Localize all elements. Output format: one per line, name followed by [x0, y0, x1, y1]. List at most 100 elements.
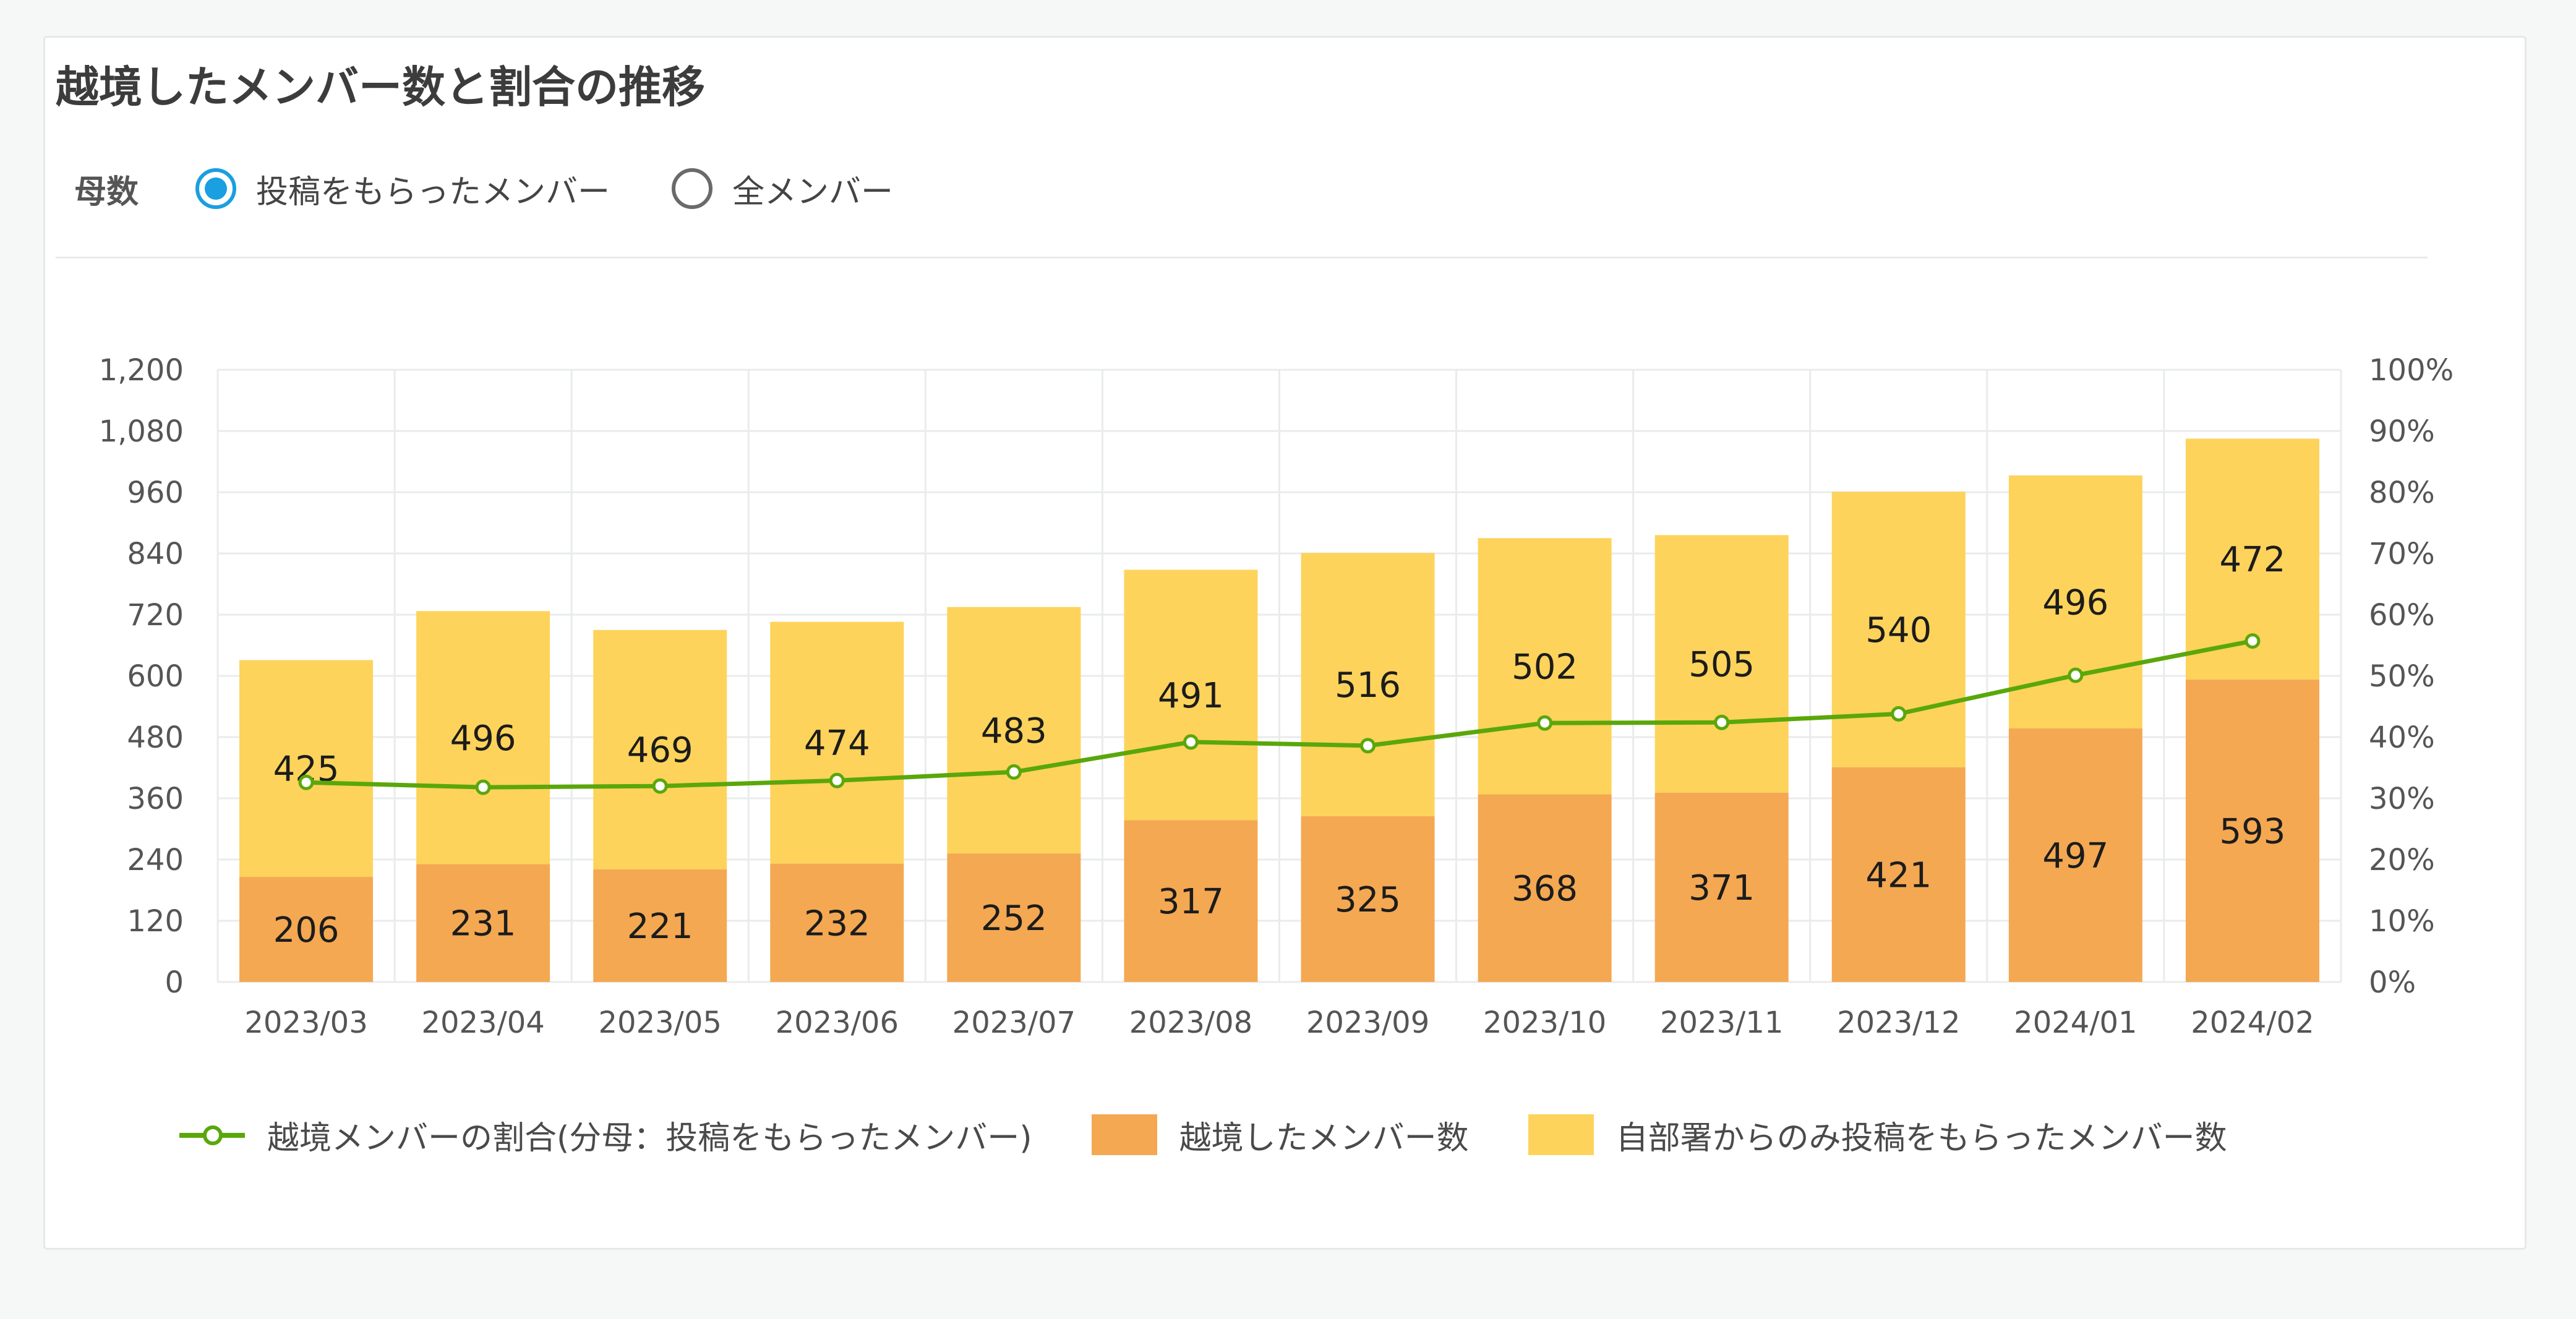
- x-tick-label: 2023/10: [1483, 1005, 1606, 1040]
- data-label-crossing: 593: [2220, 811, 2286, 852]
- ratio-point: [652, 778, 668, 794]
- data-label-own-dept: 540: [1865, 610, 1932, 651]
- bar-segment-own-dept: [239, 660, 374, 877]
- bar-segment-crossing: [1831, 767, 1966, 982]
- data-label-crossing: 252: [981, 899, 1047, 939]
- data-label-crossing: 325: [1335, 880, 1401, 920]
- y-left-tick-label: 360: [127, 782, 184, 816]
- data-label-own-dept: 502: [1512, 647, 1578, 687]
- radio-all-members[interactable]: 全メンバー: [672, 166, 893, 212]
- bar-segment-crossing: [2008, 728, 2142, 982]
- ratio-point: [2244, 633, 2261, 649]
- legend-item-ratio[interactable]: 越境メンバーの割合(分母：投稿をもらったメンバー): [179, 1112, 1032, 1158]
- ratio-point: [829, 772, 845, 788]
- y-right-tick-label: 10%: [2369, 904, 2435, 939]
- bar-segment-own-dept: [770, 621, 904, 864]
- bar-segment-crossing: [1301, 816, 1435, 982]
- radio-received-members[interactable]: 投稿をもらったメンバー: [195, 166, 610, 212]
- ratio-point: [298, 774, 314, 790]
- legend-crossing-label: 越境したメンバー数: [1179, 1119, 1469, 1157]
- bar-segment-crossing: [239, 877, 374, 982]
- data-label-own-dept: 474: [804, 724, 870, 764]
- y-left-tick-label: 120: [127, 904, 184, 939]
- ratio-point: [1183, 734, 1199, 750]
- ratio-line: [306, 639, 2253, 790]
- x-tick-label: 2023/05: [599, 1005, 722, 1040]
- data-label-crossing: 231: [450, 904, 516, 944]
- chart-legend: 越境メンバーの割合(分母：投稿をもらったメンバー) 越境したメンバー数 自部署か…: [179, 1107, 2287, 1163]
- bar-segment-own-dept: [1124, 570, 1258, 821]
- data-label-own-dept: 472: [2220, 540, 2286, 580]
- legend-item-crossing[interactable]: 越境したメンバー数: [1091, 1112, 1469, 1158]
- bar-segment-crossing: [770, 863, 904, 982]
- radio-all-members-label[interactable]: 全メンバー: [732, 173, 894, 211]
- denominator-label: 母数: [74, 173, 139, 211]
- y-right-tick-label: 50%: [2369, 659, 2435, 694]
- bar-segment-own-dept: [1478, 538, 1612, 795]
- x-tick-label: 2023/08: [1129, 1005, 1252, 1040]
- data-label-crossing: 317: [1158, 882, 1224, 922]
- ratio-point: [1006, 764, 1022, 780]
- bar-segment-crossing: [1124, 820, 1258, 982]
- y-left-tick-label: 0: [165, 965, 184, 1000]
- data-label-own-dept: 516: [1335, 665, 1401, 706]
- ratio-point: [2068, 667, 2084, 683]
- x-tick-label: 2023/07: [952, 1005, 1076, 1040]
- data-label-own-dept: 491: [1158, 676, 1224, 716]
- legend-item-own-dept[interactable]: 自部署からのみ投稿をもらったメンバー数: [1528, 1112, 2227, 1158]
- y-right-tick-label: 100%: [2369, 353, 2454, 388]
- x-tick-label: 2023/09: [1306, 1005, 1429, 1040]
- data-label-own-dept: 469: [627, 730, 693, 770]
- data-label-crossing: 497: [2042, 836, 2108, 876]
- data-label-own-dept: 496: [450, 719, 516, 759]
- ratio-point: [1360, 738, 1376, 754]
- data-label-own-dept: 496: [2042, 583, 2108, 623]
- radio-checked-icon[interactable]: [195, 168, 237, 209]
- data-label-crossing: 371: [1688, 868, 1755, 908]
- y-left-tick-label: 960: [127, 476, 184, 510]
- bar-segment-crossing: [1478, 794, 1612, 982]
- x-tick-label: 2023/12: [1837, 1005, 1960, 1040]
- data-label-crossing: 232: [804, 903, 870, 944]
- x-tick-label: 2023/11: [1660, 1005, 1783, 1040]
- ratio-point: [1537, 715, 1553, 731]
- bar-segment-crossing: [1654, 792, 1789, 982]
- bar-segment-own-dept: [1301, 553, 1435, 816]
- bar-segment-own-dept: [416, 611, 550, 864]
- ratio-point: [1714, 714, 1730, 730]
- data-label-crossing: 206: [273, 910, 340, 950]
- y-right-tick-label: 40%: [2369, 720, 2435, 755]
- x-tick-label: 2023/06: [776, 1005, 899, 1040]
- bar-segment-own-dept: [947, 607, 1081, 854]
- legend-ratio-label: 越境メンバーの割合(分母：投稿をもらったメンバー): [267, 1119, 1032, 1157]
- y-left-tick-label: 480: [127, 720, 184, 755]
- x-tick-label: 2023/04: [421, 1005, 544, 1040]
- bar-segment-crossing: [416, 864, 550, 982]
- denominator-controls: 母数 投稿をもらったメンバー 全メンバー: [74, 155, 955, 223]
- bar-segment-crossing: [2185, 679, 2319, 982]
- y-left-tick-label: 240: [127, 843, 184, 877]
- data-label-own-dept: 505: [1688, 645, 1755, 685]
- x-tick-label: 2024/02: [2191, 1005, 2314, 1040]
- data-label-crossing: 221: [627, 907, 693, 947]
- divider: [56, 257, 2428, 258]
- radio-unchecked-icon[interactable]: [672, 168, 713, 209]
- y-left-tick-label: 600: [127, 659, 184, 694]
- bar-segment-crossing: [947, 853, 1081, 982]
- y-right-tick-label: 90%: [2369, 414, 2435, 449]
- x-tick-label: 2023/03: [244, 1005, 367, 1040]
- y-left-tick-label: 1,200: [99, 353, 184, 388]
- y-left-tick-label: 840: [127, 537, 184, 571]
- radio-received-members-label[interactable]: 投稿をもらったメンバー: [256, 173, 610, 211]
- y-right-tick-label: 30%: [2369, 782, 2435, 816]
- bar-segment-crossing: [593, 869, 727, 982]
- bar-segment-own-dept: [1654, 535, 1789, 793]
- legend-own-dept-label: 自部署からのみ投稿をもらったメンバー数: [1615, 1119, 2227, 1157]
- y-right-tick-label: 60%: [2369, 598, 2435, 633]
- data-label-own-dept: 483: [981, 711, 1047, 751]
- y-right-tick-label: 20%: [2369, 843, 2435, 877]
- stacked-bar-line-chart: 0 0% 120 10% 240 20% 360 30% 480 40% 600 50% 720 60% 8…: [99, 353, 2454, 1040]
- ratio-point: [475, 779, 491, 795]
- x-tick-label: 2024/01: [2014, 1005, 2137, 1040]
- legend-swatch-own-dept: [1528, 1114, 1594, 1155]
